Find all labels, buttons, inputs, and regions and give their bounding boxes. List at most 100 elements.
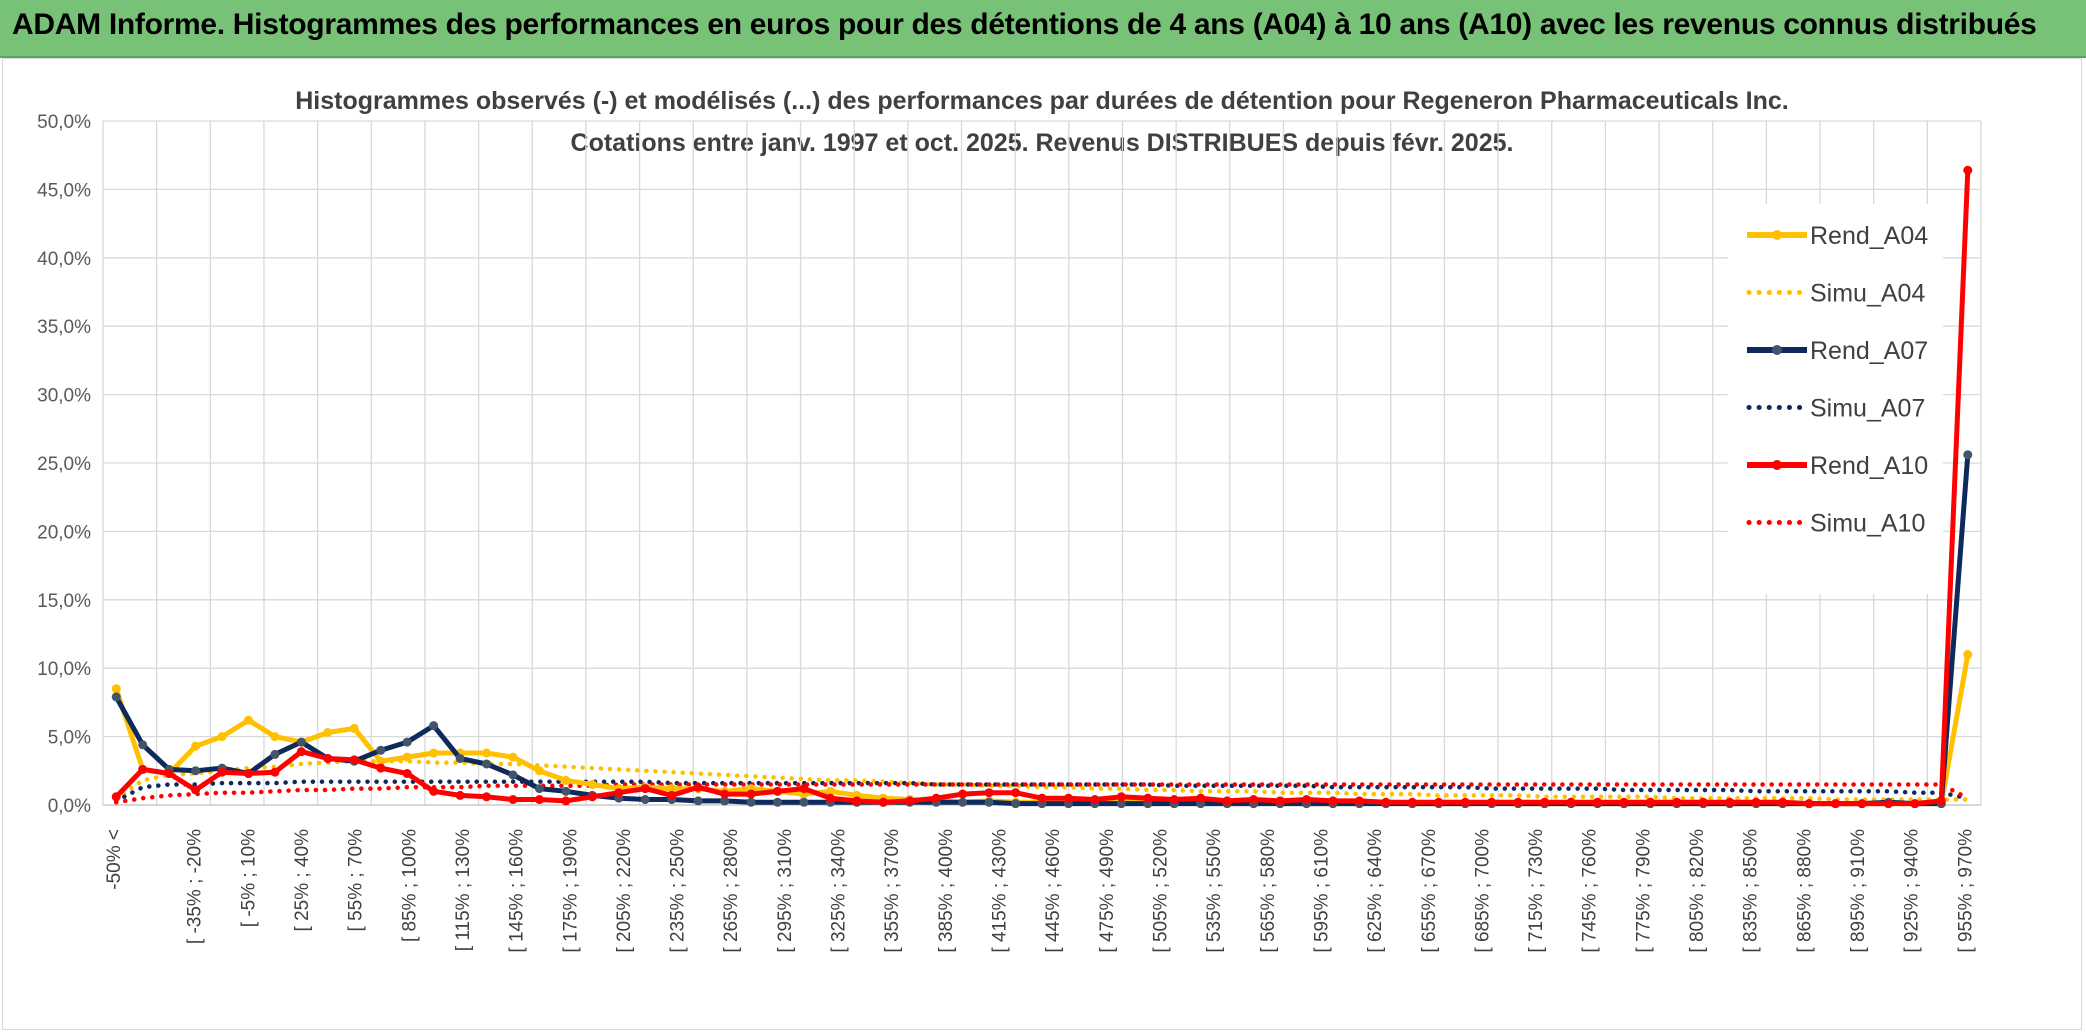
legend-label: Simu_A04 — [1810, 280, 1925, 308]
data-point — [1963, 450, 1973, 460]
data-point — [720, 789, 730, 799]
data-point — [1328, 796, 1338, 806]
y-tick-label: 0,0% — [48, 796, 91, 817]
x-tick-label: [ 235% ; 250% — [668, 829, 689, 953]
data-point — [693, 782, 703, 792]
data-point — [508, 752, 518, 762]
x-tick-label: [ 685% ; 700% — [1472, 829, 1493, 953]
legend-label: Rend_A10 — [1810, 452, 1928, 480]
y-tick-label: 30,0% — [37, 386, 91, 407]
x-tick-label: [ 775% ; 790% — [1633, 829, 1654, 953]
x-tick-label: [ 145% ; 160% — [507, 829, 528, 953]
data-point — [1037, 793, 1047, 803]
y-tick-label: 35,0% — [37, 317, 91, 338]
data-point — [429, 721, 439, 731]
data-point — [296, 737, 306, 747]
x-tick-label: [ 655% ; 670% — [1419, 829, 1440, 953]
data-point — [455, 790, 465, 800]
legend-item-Rend_A07: Rend_A07 — [1747, 337, 1928, 365]
x-tick-label: [ 295% ; 310% — [775, 829, 796, 953]
x-tick-label: [ 175% ; 190% — [560, 829, 581, 953]
y-tick-label: 5,0% — [48, 728, 91, 749]
data-point — [561, 786, 571, 796]
data-point — [1169, 795, 1179, 805]
data-point — [1116, 792, 1126, 802]
data-point — [482, 759, 492, 769]
data-point — [508, 795, 518, 805]
data-point — [1645, 797, 1655, 807]
data-point — [164, 769, 174, 779]
data-point — [852, 796, 862, 806]
data-point — [1698, 797, 1708, 807]
data-point — [746, 789, 756, 799]
data-point — [191, 766, 201, 776]
data-point — [958, 797, 968, 807]
data-point — [1963, 165, 1973, 175]
data-point — [191, 785, 201, 795]
data-point — [1063, 793, 1073, 803]
x-tick-label: [ 895% ; 910% — [1848, 829, 1869, 953]
data-point — [1487, 797, 1497, 807]
x-tick-label: [ 565% ; 580% — [1258, 829, 1279, 953]
data-point — [958, 789, 968, 799]
data-point — [1222, 796, 1232, 806]
data-point — [1381, 797, 1391, 807]
x-tick-label: [ 25% ; 40% — [292, 829, 313, 932]
data-point — [1936, 796, 1946, 806]
legend-marker — [1772, 460, 1782, 470]
legend-label: Simu_A07 — [1810, 395, 1925, 423]
data-point — [1513, 797, 1523, 807]
legend-label: Rend_A04 — [1810, 222, 1928, 250]
x-tick-label: [ 205% ; 220% — [614, 829, 635, 953]
data-point — [402, 752, 412, 762]
y-tick-label: 45,0% — [37, 180, 91, 201]
data-point — [746, 797, 756, 807]
x-tick-label: [ 805% ; 820% — [1687, 829, 1708, 953]
histogram-chart: Histogrammes observés (-) et modélisés (… — [37, 87, 1982, 953]
data-point — [614, 788, 624, 798]
legend-item-Simu_A10: Simu_A10 — [1746, 510, 1925, 538]
x-tick-label: [ 55% ; 70% — [346, 829, 367, 932]
data-point — [482, 792, 492, 802]
data-point — [825, 786, 835, 796]
x-tick-label: [ 265% ; 280% — [721, 829, 742, 953]
series-Rend_A07 — [111, 450, 1973, 809]
x-tick-label: [ 115% ; 130% — [453, 829, 474, 951]
legend-item-Rend_A04: Rend_A04 — [1747, 222, 1928, 250]
data-point — [799, 784, 809, 794]
x-tick-label: [ 955% ; 970% — [1955, 829, 1976, 953]
x-tick-label: [ 415% ; 430% — [990, 829, 1011, 953]
data-point — [217, 767, 227, 777]
data-point — [1011, 788, 1021, 798]
data-point — [455, 753, 465, 763]
data-point — [1407, 797, 1417, 807]
chart-title: Histogrammes observés (-) et modélisés (… — [295, 87, 1789, 115]
data-point — [402, 737, 412, 747]
data-point — [1302, 795, 1312, 805]
data-point — [111, 684, 121, 694]
data-point — [561, 796, 571, 806]
data-point — [587, 779, 597, 789]
data-point — [905, 796, 915, 806]
data-point — [1434, 797, 1444, 807]
x-tick-label: [ 535% ; 550% — [1204, 829, 1225, 953]
data-point — [349, 723, 359, 733]
y-tick-label: 20,0% — [37, 522, 91, 543]
x-tick-label: [ 595% ; 610% — [1311, 829, 1332, 953]
data-point — [508, 770, 518, 780]
data-point — [799, 797, 809, 807]
y-tick-label: 40,0% — [37, 249, 91, 270]
data-point — [1011, 799, 1021, 809]
data-point — [640, 795, 650, 805]
legend-label: Rend_A07 — [1810, 337, 1928, 365]
data-point — [402, 769, 412, 779]
data-point — [1275, 796, 1285, 806]
data-point — [111, 692, 121, 702]
data-point — [1249, 795, 1259, 805]
data-point — [825, 793, 835, 803]
data-point — [772, 797, 782, 807]
data-point — [1804, 799, 1814, 809]
data-point — [667, 790, 677, 800]
data-point — [296, 747, 306, 757]
y-tick-label: 25,0% — [37, 454, 91, 475]
